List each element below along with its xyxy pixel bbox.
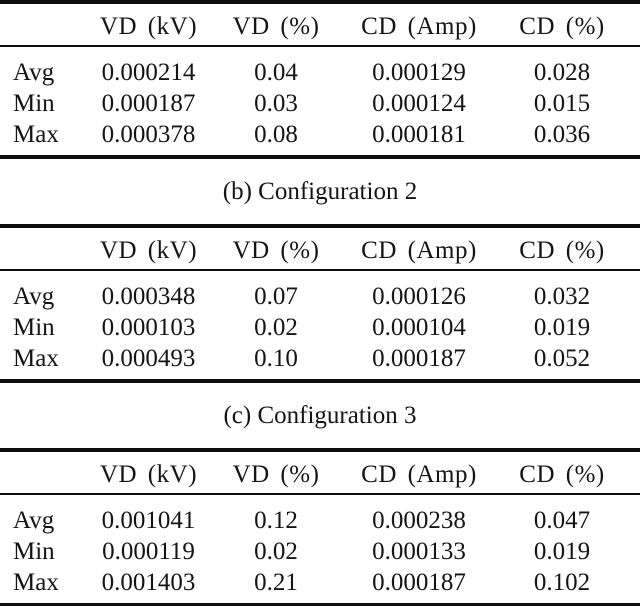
cell-value: 0.02 — [254, 313, 298, 341]
table-row-min: Min 0.000103 0.02 0.000104 0.019 — [0, 312, 640, 343]
cell-value: 0.000187 — [101, 89, 196, 117]
table-row-avg: Avg 0.000348 0.07 0.000126 0.032 — [0, 281, 640, 312]
table-body: Avg 0.000348 0.07 0.000126 0.032 Min 0.0… — [0, 271, 640, 379]
cell-value: 0.12 — [254, 506, 298, 534]
cell-value: 0.028 — [533, 58, 591, 86]
stats-table-3: VD (kV) VD (%) CD (Amp) CD (%) Avg 0.001… — [0, 448, 640, 606]
column-header-cd-amp: CD (Amp) — [361, 236, 477, 264]
cell-value: 0.03 — [254, 89, 298, 117]
cell-value: 0.04 — [254, 58, 298, 86]
stats-table-1: VD (kV) VD (%) CD (Amp) CD (%) Avg 0.000… — [0, 0, 640, 159]
table-top-rule — [0, 224, 640, 228]
row-label: Min — [13, 313, 55, 341]
cell-value: 0.02 — [254, 537, 298, 565]
cell-value: 0.000124 — [372, 89, 466, 117]
table-header-rule — [0, 269, 640, 271]
cell-value: 0.032 — [533, 282, 591, 310]
cell-value: 0.047 — [533, 506, 591, 534]
cell-value: 0.21 — [254, 568, 298, 596]
cell-value: 0.019 — [533, 537, 591, 565]
cell-value: 0.000187 — [372, 568, 466, 596]
cell-value: 0.08 — [254, 120, 298, 148]
cell-value: 0.10 — [254, 344, 298, 372]
cell-value: 0.000238 — [372, 506, 466, 534]
table-row-max: Max 0.000378 0.08 0.000181 0.036 — [0, 119, 640, 150]
row-label: Avg — [13, 58, 55, 86]
table-row-min: Min 0.000119 0.02 0.000133 0.019 — [0, 536, 640, 567]
column-header-vd-kv: VD (kV) — [99, 12, 198, 40]
column-header-vd-pct: VD (%) — [232, 460, 320, 488]
stats-table-2: VD (kV) VD (%) CD (Amp) CD (%) Avg 0.000… — [0, 224, 640, 383]
table-body: Avg 0.000214 0.04 0.000129 0.028 Min 0.0… — [0, 47, 640, 155]
cell-value: 0.001403 — [101, 568, 196, 596]
table-body: Avg 0.001041 0.12 0.000238 0.047 Min 0.0… — [0, 495, 640, 603]
column-header-cd-pct: CD (%) — [519, 460, 605, 488]
cell-value: 0.000348 — [101, 282, 196, 310]
row-label: Max — [13, 344, 59, 372]
table-bottom-rule — [0, 603, 640, 606]
table-row-max: Max 0.000493 0.10 0.000187 0.052 — [0, 343, 640, 374]
column-header-cd-amp: CD (Amp) — [361, 460, 477, 488]
table-header-row: VD (kV) VD (%) CD (Amp) CD (%) — [0, 4, 640, 45]
row-label: Max — [13, 120, 59, 148]
table-top-rule — [0, 448, 640, 452]
cell-value: 0.102 — [533, 568, 591, 596]
table-row-max: Max 0.001403 0.21 0.000187 0.102 — [0, 567, 640, 598]
table-row-avg: Avg 0.000214 0.04 0.000129 0.028 — [0, 57, 640, 88]
subtable-caption-b-wrap: (b) Configuration 2 — [0, 159, 640, 224]
subtable-caption-b: (b) Configuration 2 — [222, 177, 418, 205]
table-row-min: Min 0.000187 0.03 0.000124 0.015 — [0, 88, 640, 119]
column-header-vd-kv: VD (kV) — [99, 236, 198, 264]
table-top-rule — [0, 0, 640, 4]
row-label: Min — [13, 537, 55, 565]
row-label: Min — [13, 89, 55, 117]
cell-value: 0.000104 — [372, 313, 466, 341]
cell-value: 0.001041 — [101, 506, 196, 534]
cell-value: 0.015 — [533, 89, 591, 117]
cell-value: 0.036 — [533, 120, 591, 148]
cell-value: 0.000103 — [101, 313, 196, 341]
cell-value: 0.000214 — [101, 58, 196, 86]
row-label: Avg — [13, 506, 55, 534]
cell-value: 0.000181 — [372, 120, 466, 148]
cell-value: 0.000133 — [372, 537, 466, 565]
cell-value: 0.000378 — [101, 120, 196, 148]
column-header-vd-pct: VD (%) — [232, 12, 320, 40]
cell-value: 0.000187 — [372, 344, 466, 372]
cell-value: 0.07 — [254, 282, 298, 310]
table-header-rule — [0, 493, 640, 495]
cell-value: 0.000126 — [372, 282, 466, 310]
row-label: Max — [13, 568, 59, 596]
cell-value: 0.000129 — [372, 58, 466, 86]
row-label: Avg — [13, 282, 55, 310]
column-header-cd-pct: CD (%) — [519, 12, 605, 40]
cell-value: 0.019 — [533, 313, 591, 341]
column-header-cd-amp: CD (Amp) — [361, 12, 477, 40]
column-header-vd-pct: VD (%) — [232, 236, 320, 264]
table-row-avg: Avg 0.001041 0.12 0.000238 0.047 — [0, 505, 640, 536]
column-header-vd-kv: VD (kV) — [99, 460, 198, 488]
table-header-row: VD (kV) VD (%) CD (Amp) CD (%) — [0, 228, 640, 269]
subtable-caption-c-wrap: (c) Configuration 3 — [0, 383, 640, 448]
cell-value: 0.000493 — [101, 344, 196, 372]
table-header-rule — [0, 45, 640, 47]
table-bottom-rule — [0, 155, 640, 159]
table-bottom-rule — [0, 379, 640, 383]
subtable-caption-c: (c) Configuration 3 — [223, 401, 417, 429]
cell-value: 0.000119 — [102, 537, 195, 565]
column-header-cd-pct: CD (%) — [519, 236, 605, 264]
cell-value: 0.052 — [533, 344, 591, 372]
table-header-row: VD (kV) VD (%) CD (Amp) CD (%) — [0, 452, 640, 493]
